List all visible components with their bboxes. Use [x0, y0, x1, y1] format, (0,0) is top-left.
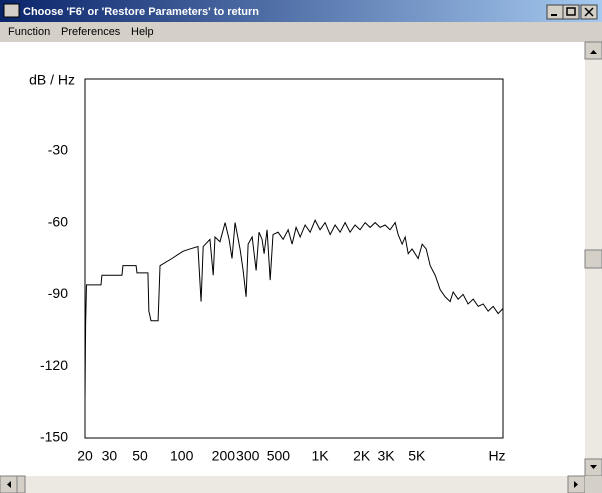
app-icon	[3, 3, 20, 18]
menu-item[interactable]: Help	[131, 26, 154, 38]
x-tick-label: 2K	[353, 448, 371, 464]
menu-item[interactable]: Preferences	[61, 26, 121, 38]
y-tick-label: -90	[48, 285, 68, 301]
x-tick-label: 500	[267, 448, 291, 464]
arrow	[574, 481, 578, 488]
close-glyph	[584, 7, 594, 17]
size-grip	[585, 476, 602, 493]
x-tick-label: 300	[236, 448, 260, 464]
scroll-thumb[interactable]	[584, 249, 602, 269]
title-bar	[0, 0, 602, 22]
vertical-scrollbar	[584, 41, 602, 477]
x-tick-label: 100	[170, 448, 194, 464]
x-tick-label: 1K	[312, 448, 330, 464]
y-axis-label: dB / Hz	[29, 72, 75, 88]
minimize-button[interactable]	[546, 4, 564, 20]
x-tick-label: 200	[212, 448, 236, 464]
x-tick-label: 5K	[408, 448, 426, 464]
y-tick-label: -60	[48, 213, 68, 229]
spectrum-line	[84, 219, 504, 400]
x-tick-label: 50	[132, 448, 148, 464]
scroll-thumb[interactable]	[16, 475, 26, 493]
menu-item[interactable]: Function	[8, 26, 50, 38]
arrow	[7, 481, 11, 488]
menu-bar	[0, 22, 602, 42]
y-tick-label: -30	[48, 142, 68, 158]
x-tick-label: 30	[102, 448, 118, 464]
caption-buttons	[546, 4, 598, 20]
arrow	[590, 465, 597, 469]
x-axis-label: Hz	[488, 448, 505, 464]
y-tick-label: -150	[40, 429, 68, 445]
maximize-glyph	[566, 7, 576, 16]
y-tick-label: -120	[40, 357, 68, 373]
window-title: Choose 'F6' or 'Restore Parameters' to r…	[23, 6, 259, 18]
maximize-button[interactable]	[562, 4, 580, 20]
x-tick-label: 3K	[378, 448, 396, 464]
plot-frame	[84, 78, 504, 439]
x-tick-label: 20	[77, 448, 93, 464]
arrow	[590, 50, 597, 54]
scroll-track[interactable]	[0, 476, 585, 493]
horizontal-scrollbar	[0, 475, 602, 493]
chart: dB / Hz Hz -30 -60 -90 -120 -150 20 30 50 100 200 30…	[29, 72, 505, 464]
